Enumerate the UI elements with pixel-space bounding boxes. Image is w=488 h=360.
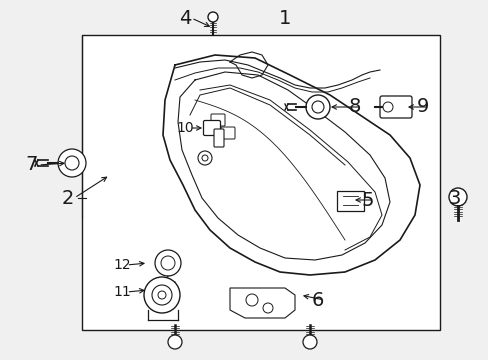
Circle shape — [263, 303, 272, 313]
Text: 5: 5 — [361, 190, 373, 210]
Text: 11: 11 — [113, 285, 131, 299]
FancyBboxPatch shape — [210, 114, 224, 126]
Text: 6: 6 — [311, 291, 324, 310]
FancyBboxPatch shape — [214, 129, 224, 147]
Text: 9: 9 — [416, 98, 428, 117]
Circle shape — [311, 101, 324, 113]
Circle shape — [152, 285, 172, 305]
Text: 8: 8 — [348, 98, 361, 117]
Circle shape — [207, 12, 218, 22]
Circle shape — [448, 188, 466, 206]
Circle shape — [65, 156, 79, 170]
Text: 2: 2 — [61, 189, 74, 207]
Circle shape — [305, 95, 329, 119]
Circle shape — [198, 151, 212, 165]
Text: 12: 12 — [113, 258, 131, 272]
FancyBboxPatch shape — [336, 191, 363, 211]
Circle shape — [382, 102, 392, 112]
FancyBboxPatch shape — [379, 96, 411, 118]
Circle shape — [202, 155, 207, 161]
Circle shape — [245, 294, 258, 306]
Circle shape — [303, 335, 316, 349]
Circle shape — [158, 291, 165, 299]
Circle shape — [155, 250, 181, 276]
Text: 10: 10 — [176, 121, 193, 135]
Circle shape — [161, 256, 175, 270]
Text: 3: 3 — [448, 189, 460, 207]
Text: 1: 1 — [278, 9, 290, 27]
Circle shape — [168, 335, 182, 349]
Text: 7: 7 — [26, 156, 38, 175]
FancyBboxPatch shape — [203, 121, 220, 135]
Circle shape — [58, 149, 86, 177]
Bar — [82, 35, 439, 330]
Circle shape — [143, 277, 180, 313]
Polygon shape — [229, 288, 294, 318]
Text: 4: 4 — [179, 9, 191, 27]
FancyBboxPatch shape — [221, 127, 235, 139]
